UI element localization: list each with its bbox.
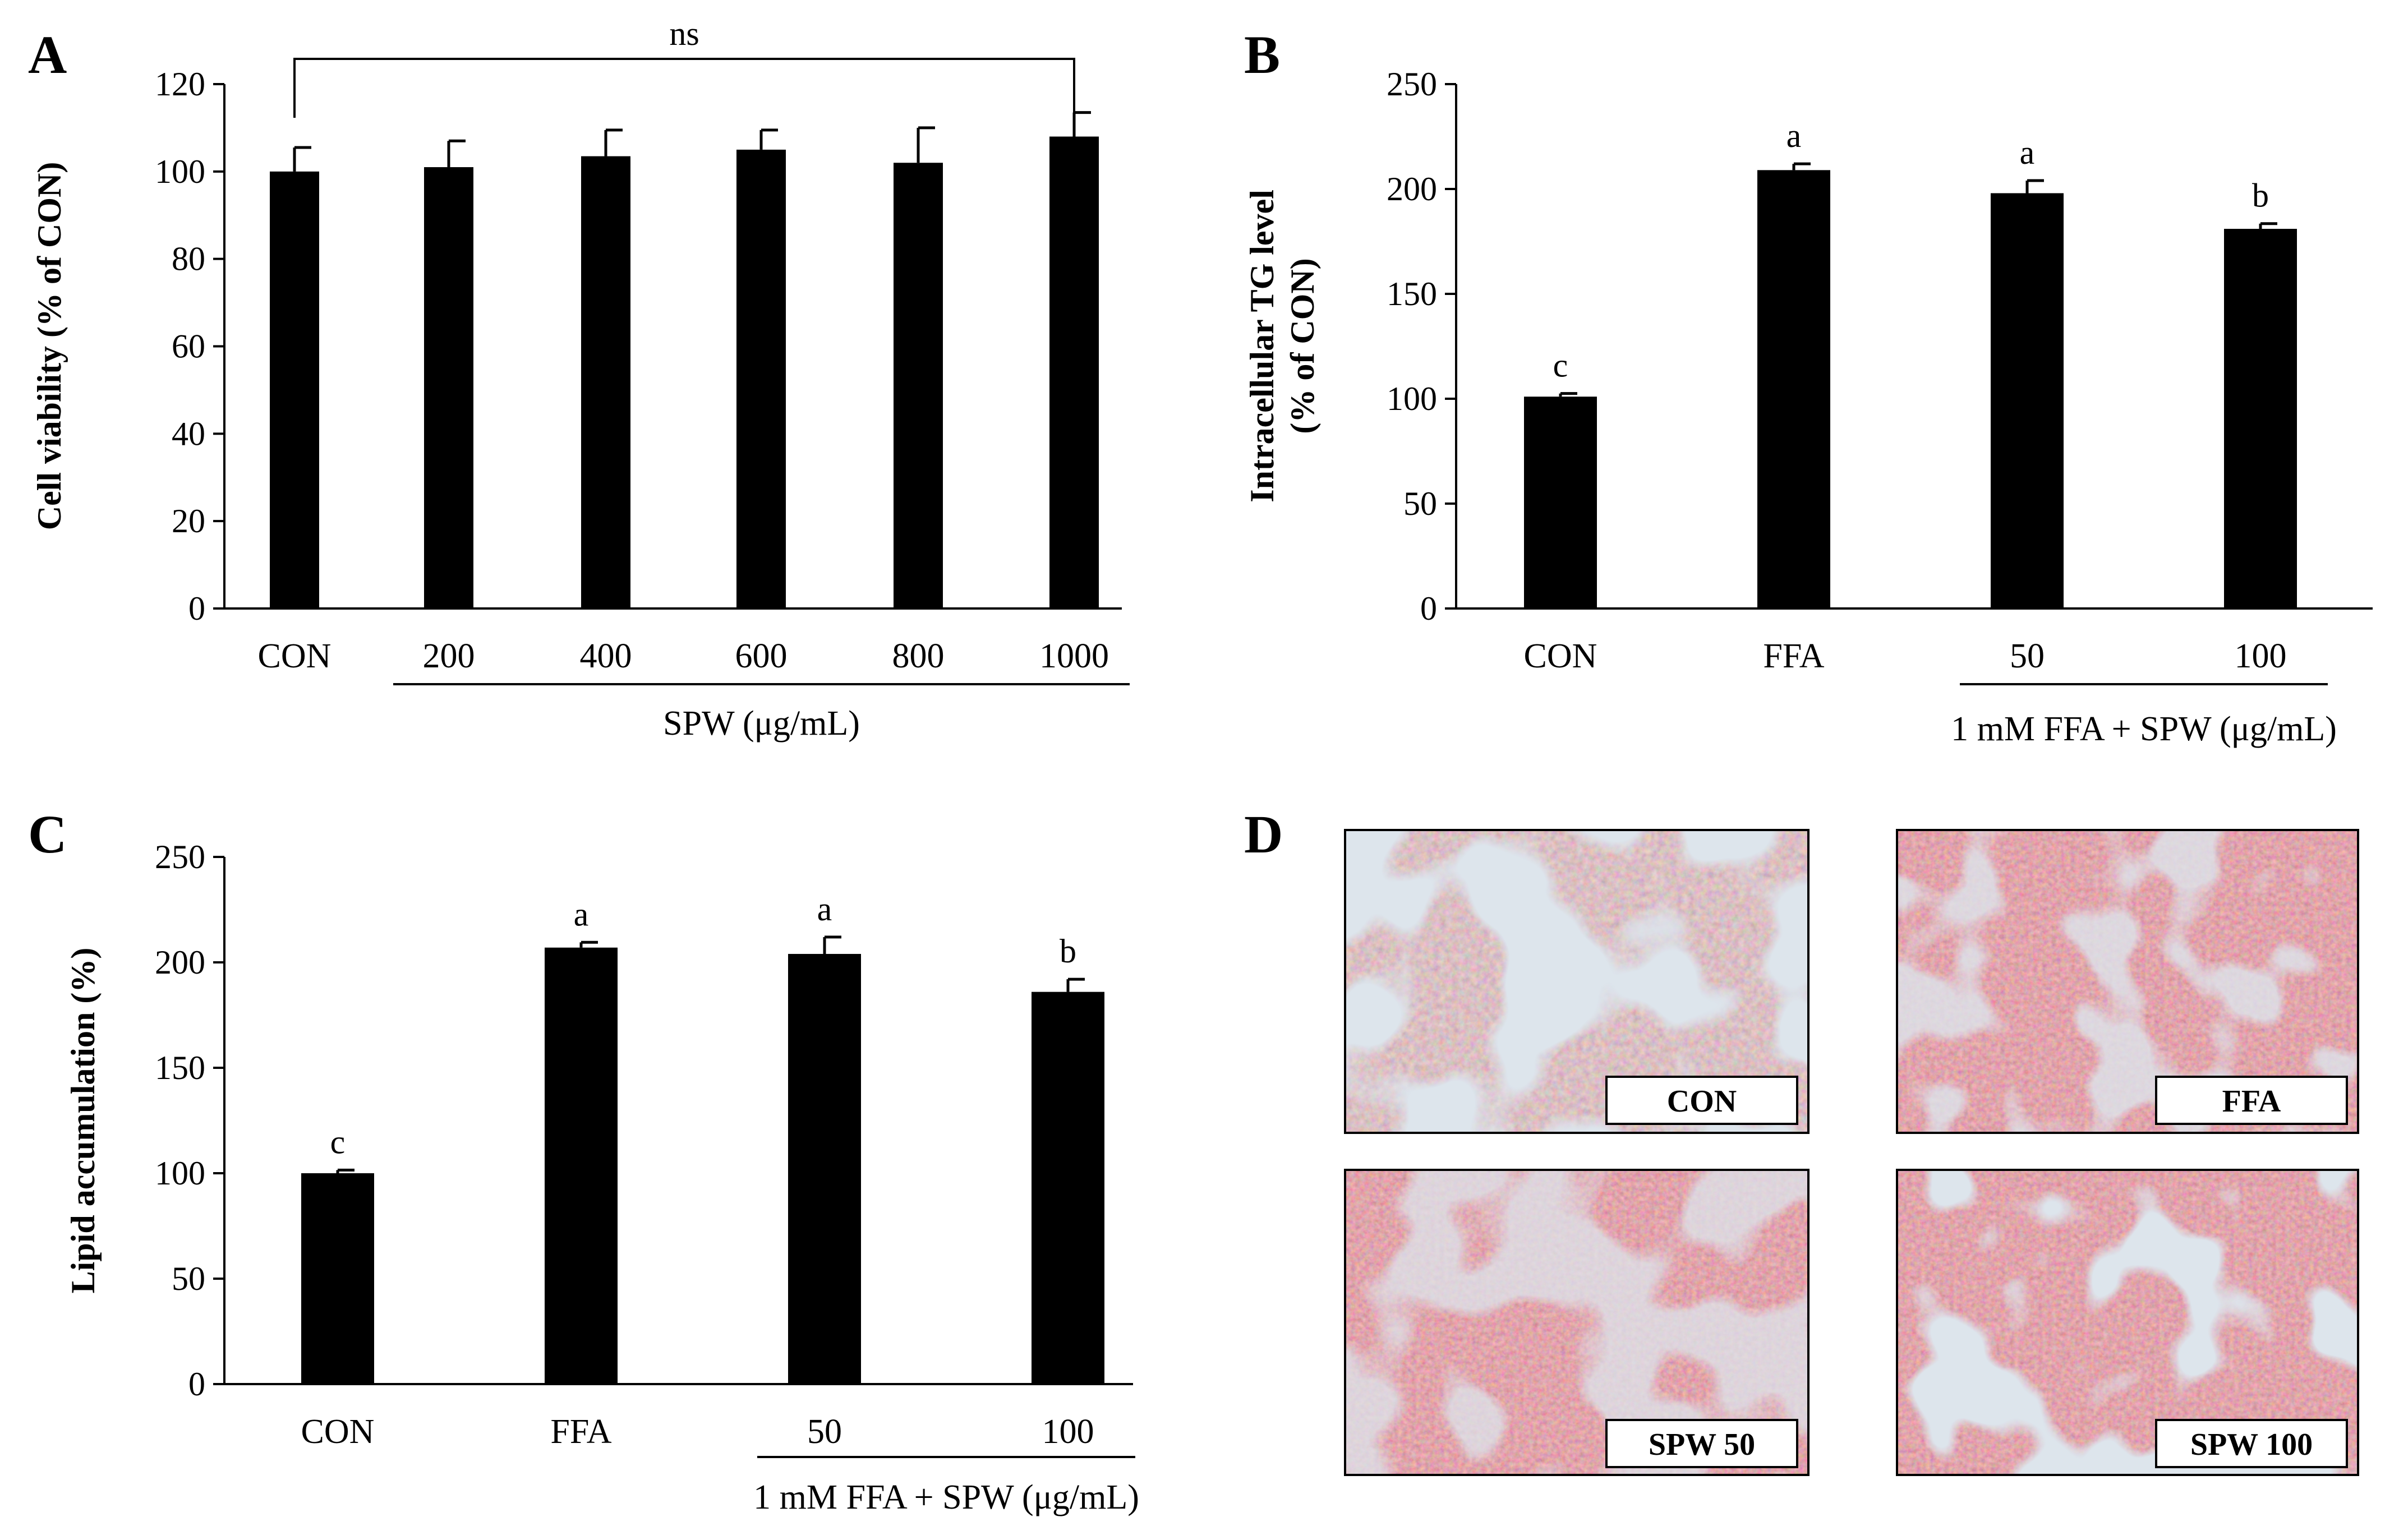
y-tick-label-b: 50 <box>1403 485 1437 522</box>
panel-letter-c: C <box>28 804 67 864</box>
y-axis-label-a: Cell viability (% of CON) <box>31 162 68 531</box>
category-label-c: FFA <box>550 1413 611 1451</box>
y-tick-label-a: 40 <box>172 415 205 452</box>
significance-letter-b: b <box>2252 177 2269 214</box>
micrograph-panel-d: D CON FFA SPW 50 <box>1244 804 2359 1476</box>
category-label-c: CON <box>301 1413 375 1451</box>
bar-a <box>1049 136 1099 608</box>
group-label-c: 1 mM FFA + SPW (μg/mL) <box>753 1478 1139 1516</box>
bar-b <box>1524 396 1597 608</box>
bar-b <box>1991 193 2064 609</box>
category-label-a: 200 <box>423 637 475 675</box>
y-tick-label-c: 200 <box>155 944 205 981</box>
chart-panel-b: B 0 50 100 150 200 250 Intracellular TG level (%… <box>1244 25 2373 748</box>
significance-letter-c: a <box>574 896 589 933</box>
bar-a <box>894 163 943 608</box>
y-tick-label-c: 100 <box>155 1155 205 1192</box>
category-label-a: 600 <box>735 637 788 675</box>
panel-letter-a: A <box>28 25 67 85</box>
bar-c <box>1032 992 1104 1384</box>
micrograph-spw-100: SPW 100 <box>1896 1169 2359 1476</box>
y-tick-label-b: 0 <box>1420 590 1437 627</box>
category-label-b: CON <box>1524 637 1597 675</box>
significance-letter-b: c <box>1553 347 1568 384</box>
y-tick-label-a: 80 <box>172 241 205 278</box>
y-tick-label-c: 250 <box>155 838 205 875</box>
significance-letter-c: a <box>817 891 832 928</box>
panel-letter-b: B <box>1244 25 1280 85</box>
bar-b <box>1757 170 1830 609</box>
panel-letter-d: D <box>1244 804 1283 864</box>
micrograph-label-con: CON <box>1667 1084 1737 1119</box>
y-tick-label-a: 120 <box>155 66 205 103</box>
y-axis-label-c: Lipid accumulation (%) <box>65 948 102 1294</box>
micrograph-con: CON <box>1344 829 1810 1134</box>
significance-text-a: ns <box>669 15 699 52</box>
category-label-b: FFA <box>1763 637 1824 675</box>
group-label-a: SPW (μg/mL) <box>663 704 860 743</box>
y-tick-label-c: 50 <box>172 1260 205 1297</box>
category-label-b: 50 <box>2010 637 2045 675</box>
y-tick-label-a: 0 <box>188 590 205 627</box>
y-tick-label-b: 200 <box>1387 170 1437 208</box>
category-label-c: 100 <box>1042 1413 1094 1451</box>
bar-a <box>736 149 786 608</box>
chart-panel-c: C 0 50 100 150 200 250 Lipid accumulation (%) CO… <box>28 804 1139 1516</box>
y-tick-label-a: 60 <box>172 328 205 365</box>
micrograph-label-ffa: FFA <box>2222 1084 2281 1119</box>
chart-panel-a: A 0 20 40 60 80 100 120 Cell viability (% of CON… <box>28 15 1130 743</box>
category-label-b: 100 <box>2235 637 2287 675</box>
significance-letter-b: a <box>1787 117 1802 154</box>
category-label-a: 1000 <box>1039 637 1109 675</box>
y-axis-label-b: Intracellular TG level (% of CON) <box>1244 190 1321 502</box>
y-tick-label-b: 150 <box>1387 275 1437 312</box>
bar-b <box>2224 229 2297 608</box>
significance-bracket-a <box>293 58 1075 118</box>
category-label-a: CON <box>258 637 331 675</box>
category-label-c: 50 <box>807 1413 842 1451</box>
y-tick-label-a: 100 <box>155 153 205 190</box>
y-tick-label-c: 0 <box>188 1366 205 1403</box>
micrograph-ffa: FFA <box>1896 829 2359 1134</box>
y-tick-label-a: 20 <box>172 502 205 540</box>
y-tick-label-b: 100 <box>1387 380 1437 417</box>
group-label-b: 1 mM FFA + SPW (μg/mL) <box>1951 710 2337 748</box>
bar-a <box>581 156 630 608</box>
bar-c <box>788 953 861 1384</box>
bar-a <box>270 171 319 608</box>
micrograph-spw-50: SPW 50 <box>1344 1169 1810 1476</box>
y-tick-label-c: 150 <box>155 1049 205 1086</box>
category-label-a: 800 <box>892 637 945 675</box>
significance-letter-c: b <box>1060 933 1076 970</box>
y-tick-label-b: 250 <box>1387 66 1437 103</box>
micrograph-label-spw-100: SPW 100 <box>2190 1427 2313 1462</box>
significance-letter-b: a <box>2020 134 2035 171</box>
bar-c <box>545 947 618 1384</box>
significance-letter-c: c <box>330 1123 346 1160</box>
bar-a <box>424 167 473 609</box>
category-label-a: 400 <box>580 637 632 675</box>
bar-c <box>301 1173 374 1384</box>
micrograph-label-spw-50: SPW 50 <box>1649 1427 1755 1462</box>
